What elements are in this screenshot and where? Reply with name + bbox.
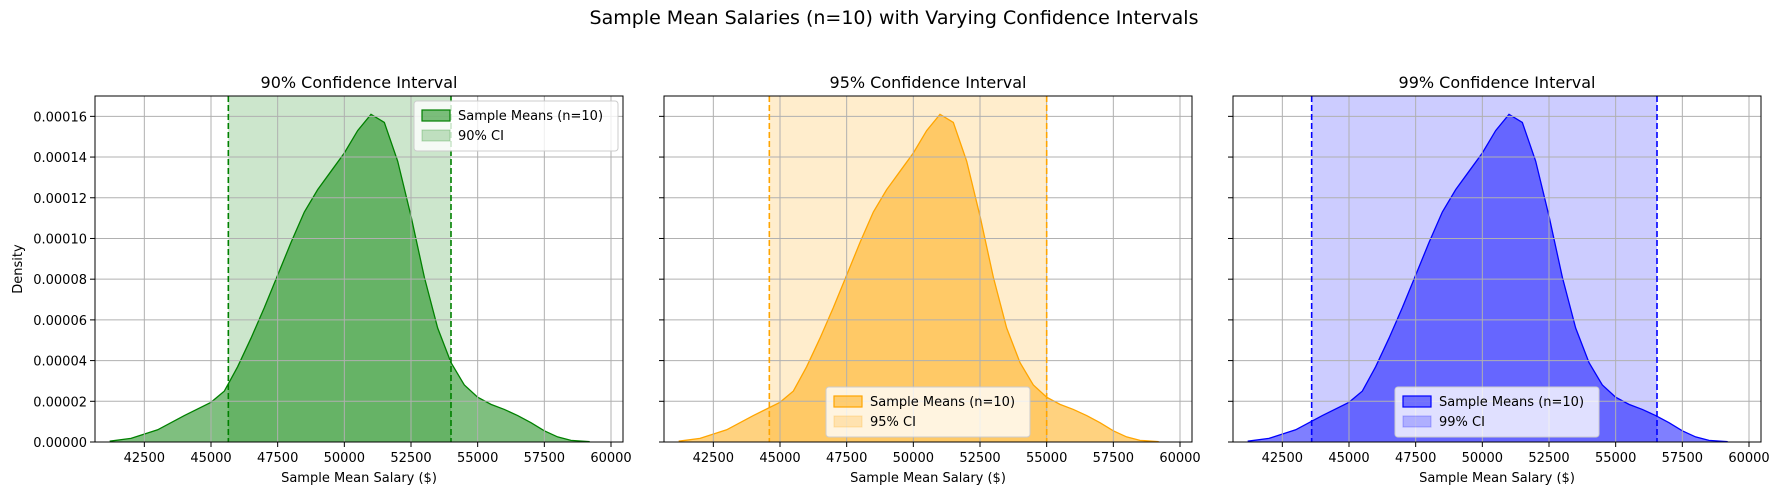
legend-swatch-ci [833,415,863,428]
x-tick-label: 52500 [390,451,431,466]
y-tick-label: 0.00012 [33,192,87,207]
legend-box [825,386,1031,438]
x-tick-label: 57500 [524,451,565,466]
y-tick-label: 0.00000 [33,436,87,451]
x-tick-label: 60000 [590,451,631,466]
x-tick-label: 57500 [1093,451,1134,466]
x-tick-label: 50000 [1462,451,1503,466]
y-axis-label: Density [11,244,26,294]
legend-swatch-ci [1402,415,1432,428]
y-tick-label: 0.00002 [33,395,87,410]
x-tick-label: 42500 [693,451,734,466]
legend-label-kde: Sample Means (n=10) [1439,395,1584,410]
y-tick-label: 0.00004 [33,355,87,370]
chart-panels: 42500 45000 47500 50000 52500 55000 57500 60000… [11,73,1770,486]
axes-frame [1232,95,1762,443]
x-tick-label: 52500 [1528,451,1569,466]
chart-panel-3: 42500 45000 47500 50000 52500 55000 57500 60000… [1228,73,1770,486]
kde-line [678,113,1159,443]
x-tick-label: 45000 [190,451,231,466]
legend-label-kde: Sample Means (n=10) [870,395,1015,410]
y-tick-label: 0.00014 [33,151,87,166]
kde-area [109,114,590,442]
x-axis-label: Sample Mean Salary ($) [850,471,1006,486]
kde-line [1247,113,1728,443]
x-tick-label: 45000 [1328,451,1369,466]
legend-swatch-kde [833,395,863,408]
axes-frame [663,95,1193,443]
kde-area [678,114,1159,442]
legend-swatch-kde [1402,395,1432,408]
x-tick-label: 60000 [1159,451,1200,466]
x-axis-label: Sample Mean Salary ($) [281,471,437,486]
legend-swatch-ci [421,129,451,142]
kde-area [1247,114,1728,442]
legend: Sample Means (n=10) 99% CI [1394,386,1600,438]
x-tick-label: 47500 [826,451,867,466]
x-tick-label: 45000 [759,451,800,466]
x-tick-label: 42500 [124,451,165,466]
legend-label-ci: 99% CI [1439,415,1485,430]
figure-title: Sample Mean Salaries (n=10) with Varying… [590,7,1199,29]
x-tick-label: 55000 [1026,451,1067,466]
y-tick-label: 0.00008 [33,273,87,288]
x-tick-label: 50000 [893,451,934,466]
panel-title: 90% Confidence Interval [261,73,458,92]
x-axis-label: Sample Mean Salary ($) [1419,471,1575,486]
x-tick-label: 57500 [1662,451,1703,466]
kde-line [109,113,590,443]
x-tick-label: 55000 [457,451,498,466]
legend-label-ci: 95% CI [870,415,916,430]
x-tick-label: 55000 [1595,451,1636,466]
legend-label-ci: 90% CI [458,129,504,144]
legend-box [1394,386,1600,438]
panel-title: 95% Confidence Interval [830,73,1027,92]
y-tick-label: 0.00016 [33,110,87,125]
x-tick-label: 47500 [1395,451,1436,466]
legend: Sample Means (n=10) 90% CI [413,100,619,152]
x-tick-label: 42500 [1262,451,1303,466]
chart-panel-2: 42500 45000 47500 50000 52500 55000 57500 60000… [659,73,1201,486]
y-tick-label: 0.00010 [33,232,87,247]
legend-box [413,100,619,152]
legend-label-kde: Sample Means (n=10) [458,109,603,124]
legend: Sample Means (n=10) 95% CI [825,386,1031,438]
x-tick-label: 52500 [959,451,1000,466]
chart-panel-1: 42500 45000 47500 50000 52500 55000 57500 60000… [11,73,632,486]
y-tick-label: 0.00006 [33,314,87,329]
x-tick-label: 50000 [324,451,365,466]
x-tick-label: 47500 [257,451,298,466]
x-tick-label: 60000 [1728,451,1769,466]
axes-frame [94,95,624,443]
panel-title: 99% Confidence Interval [1399,73,1596,92]
legend-swatch-kde [421,109,451,122]
